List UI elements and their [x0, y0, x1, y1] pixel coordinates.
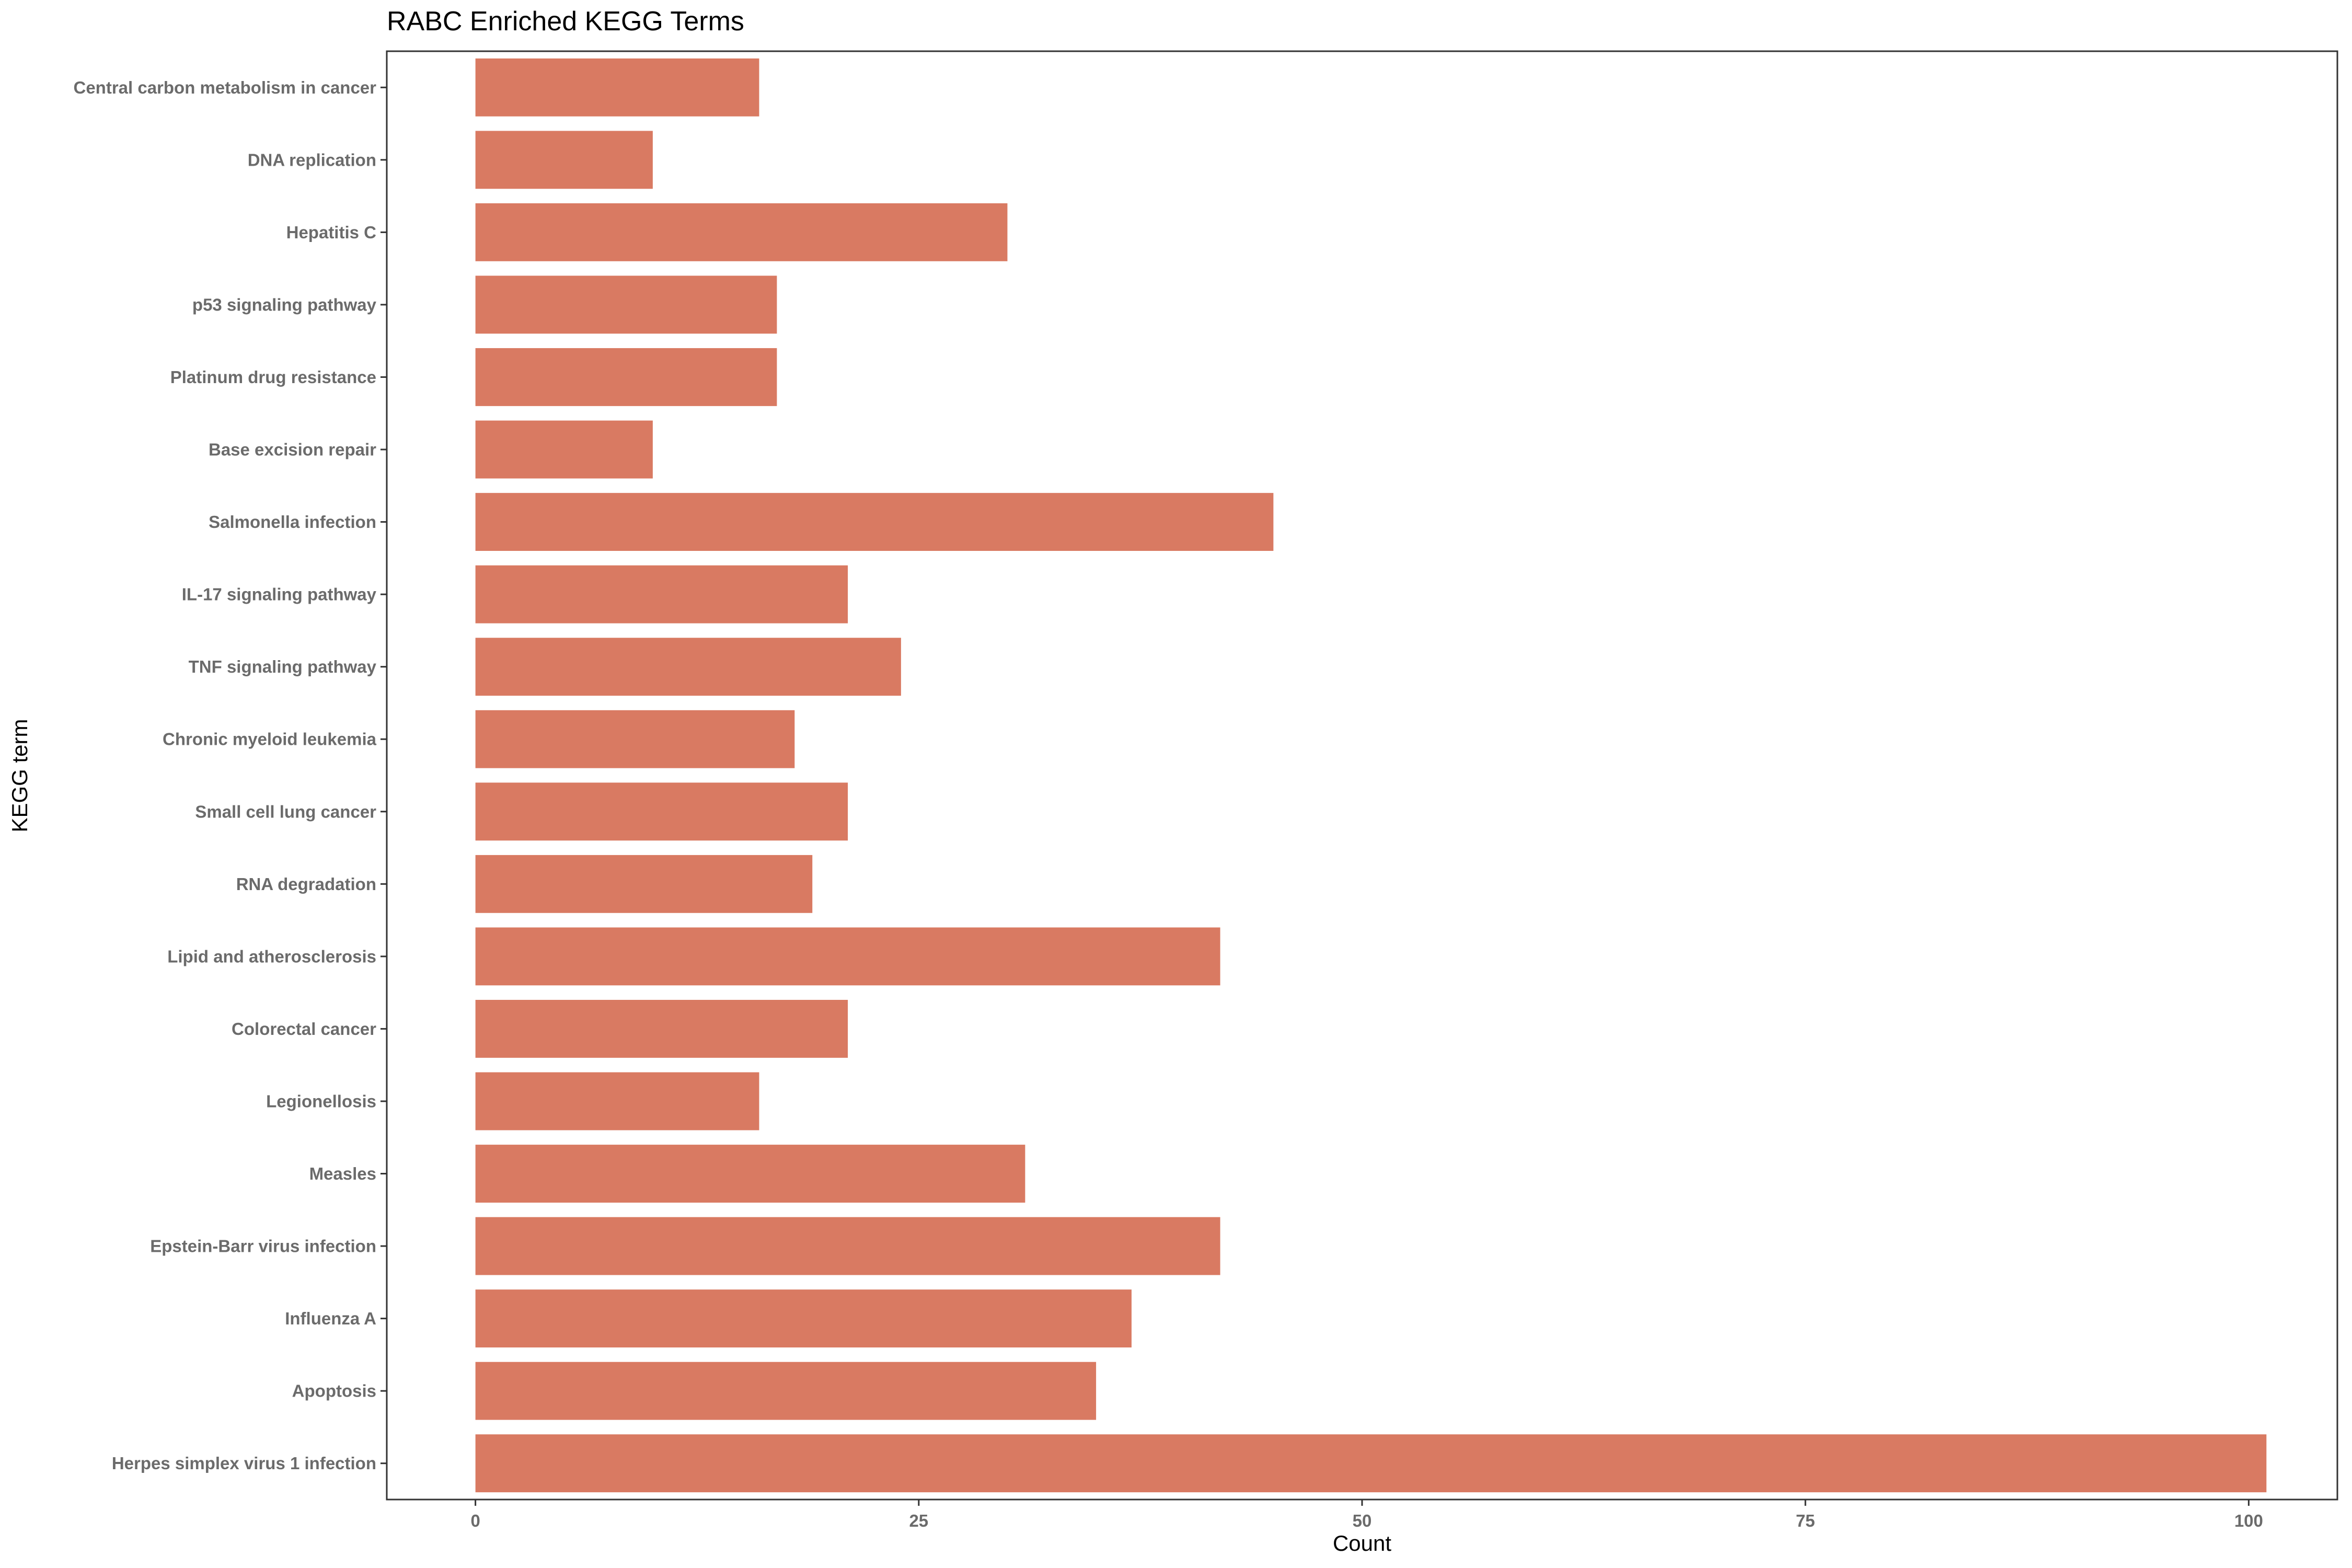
bar	[475, 493, 1274, 551]
y-tick-label: Legionellosis	[266, 1091, 376, 1111]
y-tick-label: p53 signaling pathway	[192, 295, 377, 314]
bar	[475, 638, 901, 696]
y-tick-label: Lipid and atherosclerosis	[167, 947, 376, 966]
x-axis-title: Count	[1333, 1531, 1391, 1555]
y-axis: Central carbon metabolism in cancer DNA r…	[73, 78, 387, 1473]
bar	[475, 275, 777, 334]
y-tick-label: Apoptosis	[292, 1381, 376, 1401]
bar	[475, 927, 1220, 986]
bar	[475, 855, 813, 913]
y-tick-label: Colorectal cancer	[232, 1019, 376, 1039]
y-tick-label: Epstein-Barr virus infection	[150, 1237, 376, 1256]
y-tick-label: Measles	[309, 1164, 376, 1183]
bar	[475, 710, 795, 768]
y-tick-label: Chronic myeloid leukemia	[163, 730, 377, 749]
y-tick-label: Salmonella infection	[209, 512, 376, 532]
bar	[475, 1289, 1132, 1348]
y-tick-label: Platinum drug resistance	[170, 367, 376, 387]
y-tick-label: Small cell lung cancer	[195, 802, 376, 821]
y-tick-label: Hepatitis C	[286, 223, 376, 242]
bar	[475, 1434, 2267, 1493]
bar	[475, 1217, 1220, 1275]
y-tick-label: Herpes simplex virus 1 infection	[112, 1454, 376, 1473]
chart-title: RABC Enriched KEGG Terms	[387, 6, 744, 37]
x-tick-label: 75	[1796, 1511, 1815, 1530]
y-tick-label: TNF signaling pathway	[189, 657, 377, 676]
bar	[475, 1072, 759, 1131]
plot-panel-border	[386, 50, 2338, 1501]
bar	[475, 420, 653, 479]
y-tick-label: RNA degradation	[236, 874, 376, 894]
bar	[475, 1000, 848, 1058]
x-tick-label: 0	[470, 1511, 480, 1530]
bar	[475, 203, 1008, 261]
y-tick-label: Central carbon metabolism in cancer	[73, 78, 376, 97]
bar	[475, 782, 848, 841]
y-tick-label: Influenza A	[285, 1309, 376, 1328]
y-tick-label: IL-17 signaling pathway	[182, 585, 377, 604]
x-axis: 0 25 50 75 100	[470, 1500, 2263, 1530]
x-tick-label: 50	[1353, 1511, 1372, 1530]
bar	[475, 58, 759, 117]
y-axis-title: KEGG term	[7, 719, 32, 832]
x-tick-label: 100	[2234, 1511, 2263, 1530]
bars-layer	[475, 58, 2267, 1493]
bar	[475, 1145, 1025, 1203]
y-tick-label: DNA replication	[248, 150, 376, 169]
x-tick-label: 25	[909, 1511, 928, 1530]
bar	[475, 131, 653, 189]
bar	[475, 348, 777, 406]
bar	[475, 565, 848, 624]
y-tick-label: Base excision repair	[209, 440, 376, 459]
bar	[475, 1362, 1097, 1420]
